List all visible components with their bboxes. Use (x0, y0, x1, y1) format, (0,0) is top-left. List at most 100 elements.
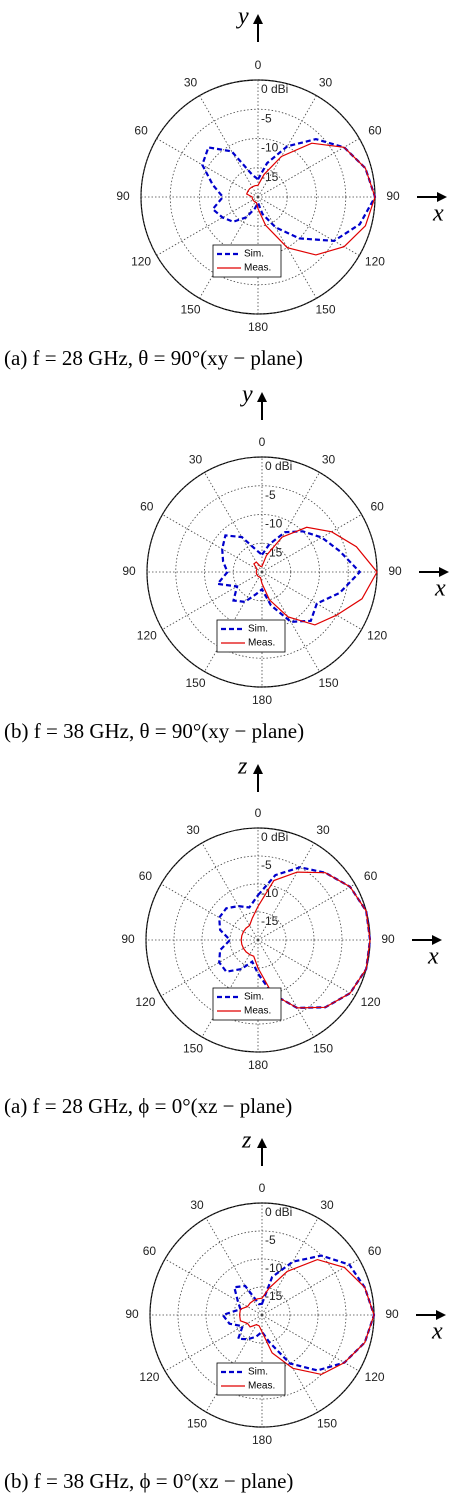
legend-box (212, 244, 282, 278)
pattern-line (238, 1258, 375, 1376)
angle-tick-label: 30 (316, 823, 330, 837)
angle-tick-label: 150 (318, 676, 338, 690)
spoke (261, 1217, 319, 1316)
angle-tick-label: 0 (255, 806, 262, 820)
pattern-line (215, 530, 362, 623)
angle-tick-label: 90 (385, 1307, 399, 1321)
caption: (b) f = 38 GHz, ϕ = 0°(xz − plane) (4, 1469, 293, 1493)
polar-chart: 0 dBi -5 -10 -15 0 30 60 90 120 150 180 150 120 90 60 3… (4, 4, 447, 370)
angle-tick-label: 120 (139, 1370, 159, 1384)
up-axis-label: y (240, 382, 253, 408)
legend-label: Sim. (244, 992, 264, 1003)
r-tick-label: -10 (265, 517, 283, 531)
spoke (205, 1217, 263, 1316)
angle-tick-label: 30 (189, 452, 203, 466)
r-tick-label: -5 (265, 1233, 276, 1247)
caption: (a) f = 28 GHz, ϕ = 0°(xz − plane) (4, 1094, 292, 1118)
pattern-line (220, 1254, 376, 1372)
up-axis-label: z (237, 754, 248, 780)
r-tick-label: 0 dBi (265, 1205, 292, 1219)
angle-tick-label: 120 (131, 255, 151, 269)
angle-tick-label: 30 (184, 76, 198, 90)
spoke (257, 883, 356, 941)
r-tick-label: -15 (261, 170, 279, 184)
r-tick-label: -15 (261, 914, 279, 928)
angle-tick-label: 60 (140, 500, 154, 514)
angle-tick-label: 60 (364, 869, 378, 883)
right-axis-label: x (432, 201, 444, 227)
spoke (164, 1258, 263, 1316)
legend-label: Meas. (248, 638, 275, 649)
angle-tick-label: 0 (259, 1181, 266, 1195)
legend-box (212, 987, 282, 1021)
spoke (199, 95, 259, 198)
right-axis-label: x (434, 576, 446, 602)
spoke (160, 939, 259, 997)
pattern-line (240, 871, 371, 1009)
spoke (162, 514, 263, 573)
angle-tick-label: 150 (313, 1041, 333, 1055)
angle-tick-label: 180 (248, 320, 268, 334)
angle-tick-label: 90 (116, 189, 130, 203)
spoke (261, 514, 362, 573)
spoke (204, 472, 263, 573)
r-tick-label: 0 dBi (261, 82, 288, 96)
angle-tick-label: 60 (368, 124, 382, 138)
up-axis-label: z (241, 1128, 252, 1154)
legend-label: Meas. (248, 1381, 275, 1392)
polar-chart: 0 dBi -5 -10 -15 0 30 60 90 120 150 180 150 120 90 60 3… (4, 754, 442, 1118)
spoke (261, 1258, 360, 1316)
angle-tick-label: 120 (361, 995, 381, 1009)
angle-tick-label: 60 (371, 500, 385, 514)
angle-tick-label: 30 (320, 1198, 334, 1212)
r-tick-label: -5 (261, 111, 272, 125)
spoke (257, 842, 315, 941)
angle-tick-label: 30 (190, 1198, 204, 1212)
legend-label: Sim. (248, 1367, 268, 1378)
grid-ring (175, 485, 349, 659)
angle-tick-label: 90 (125, 1307, 139, 1321)
angle-tick-label: 120 (135, 995, 155, 1009)
angle-tick-label: 120 (365, 1370, 385, 1384)
angle-tick-label: 120 (365, 255, 385, 269)
angle-tick-label: 0 (259, 435, 266, 449)
legend-box (216, 619, 286, 653)
r-tick-label: -10 (261, 141, 279, 155)
polar-chart: 0 dBi -5 -10 -15 0 30 60 90 120 150 180 150 120 90 60 3… (4, 382, 449, 743)
angle-tick-label: 90 (121, 932, 135, 946)
angle-tick-label: 0 (255, 58, 262, 72)
angle-tick-label: 120 (367, 629, 387, 643)
angle-tick-label: 150 (315, 303, 335, 317)
pattern-line (201, 137, 377, 243)
angle-tick-label: 90 (122, 564, 136, 578)
r-tick-label: 0 dBi (261, 830, 288, 844)
polar-chart: 0 dBi -5 -10 -15 0 30 60 90 120 150 180 150 120 90 60 3… (4, 1128, 446, 1493)
spoke (257, 939, 356, 997)
legend-label: Sim. (248, 624, 268, 635)
legend-label: Sim. (244, 249, 264, 260)
right-axis-label: x (431, 1319, 443, 1345)
spoke (162, 571, 263, 630)
angle-tick-label: 150 (185, 676, 205, 690)
legend-label: Meas. (244, 263, 271, 274)
r-tick-label: -15 (265, 545, 283, 559)
angle-tick-label: 30 (319, 76, 333, 90)
spoke (261, 571, 320, 672)
r-tick-label: 0 dBi (265, 459, 292, 473)
up-axis-label: y (236, 4, 249, 30)
spoke (201, 842, 259, 941)
angle-tick-label: 180 (248, 1058, 268, 1072)
legend-box (216, 1362, 286, 1396)
angle-tick-label: 150 (317, 1416, 337, 1430)
legend-label: Meas. (244, 1006, 271, 1017)
angle-tick-label: 150 (183, 1041, 203, 1055)
angle-tick-label: 180 (252, 693, 272, 707)
r-tick-label: -15 (265, 1289, 283, 1303)
angle-tick-label: 120 (137, 629, 157, 643)
angle-tick-label: 90 (386, 189, 400, 203)
angle-tick-label: 90 (381, 932, 395, 946)
pattern-line (245, 142, 376, 256)
caption: (b) f = 38 GHz, θ = 90°(xy − plane) (4, 719, 304, 743)
angle-tick-label: 60 (368, 1244, 382, 1258)
r-tick-label: -10 (261, 886, 279, 900)
